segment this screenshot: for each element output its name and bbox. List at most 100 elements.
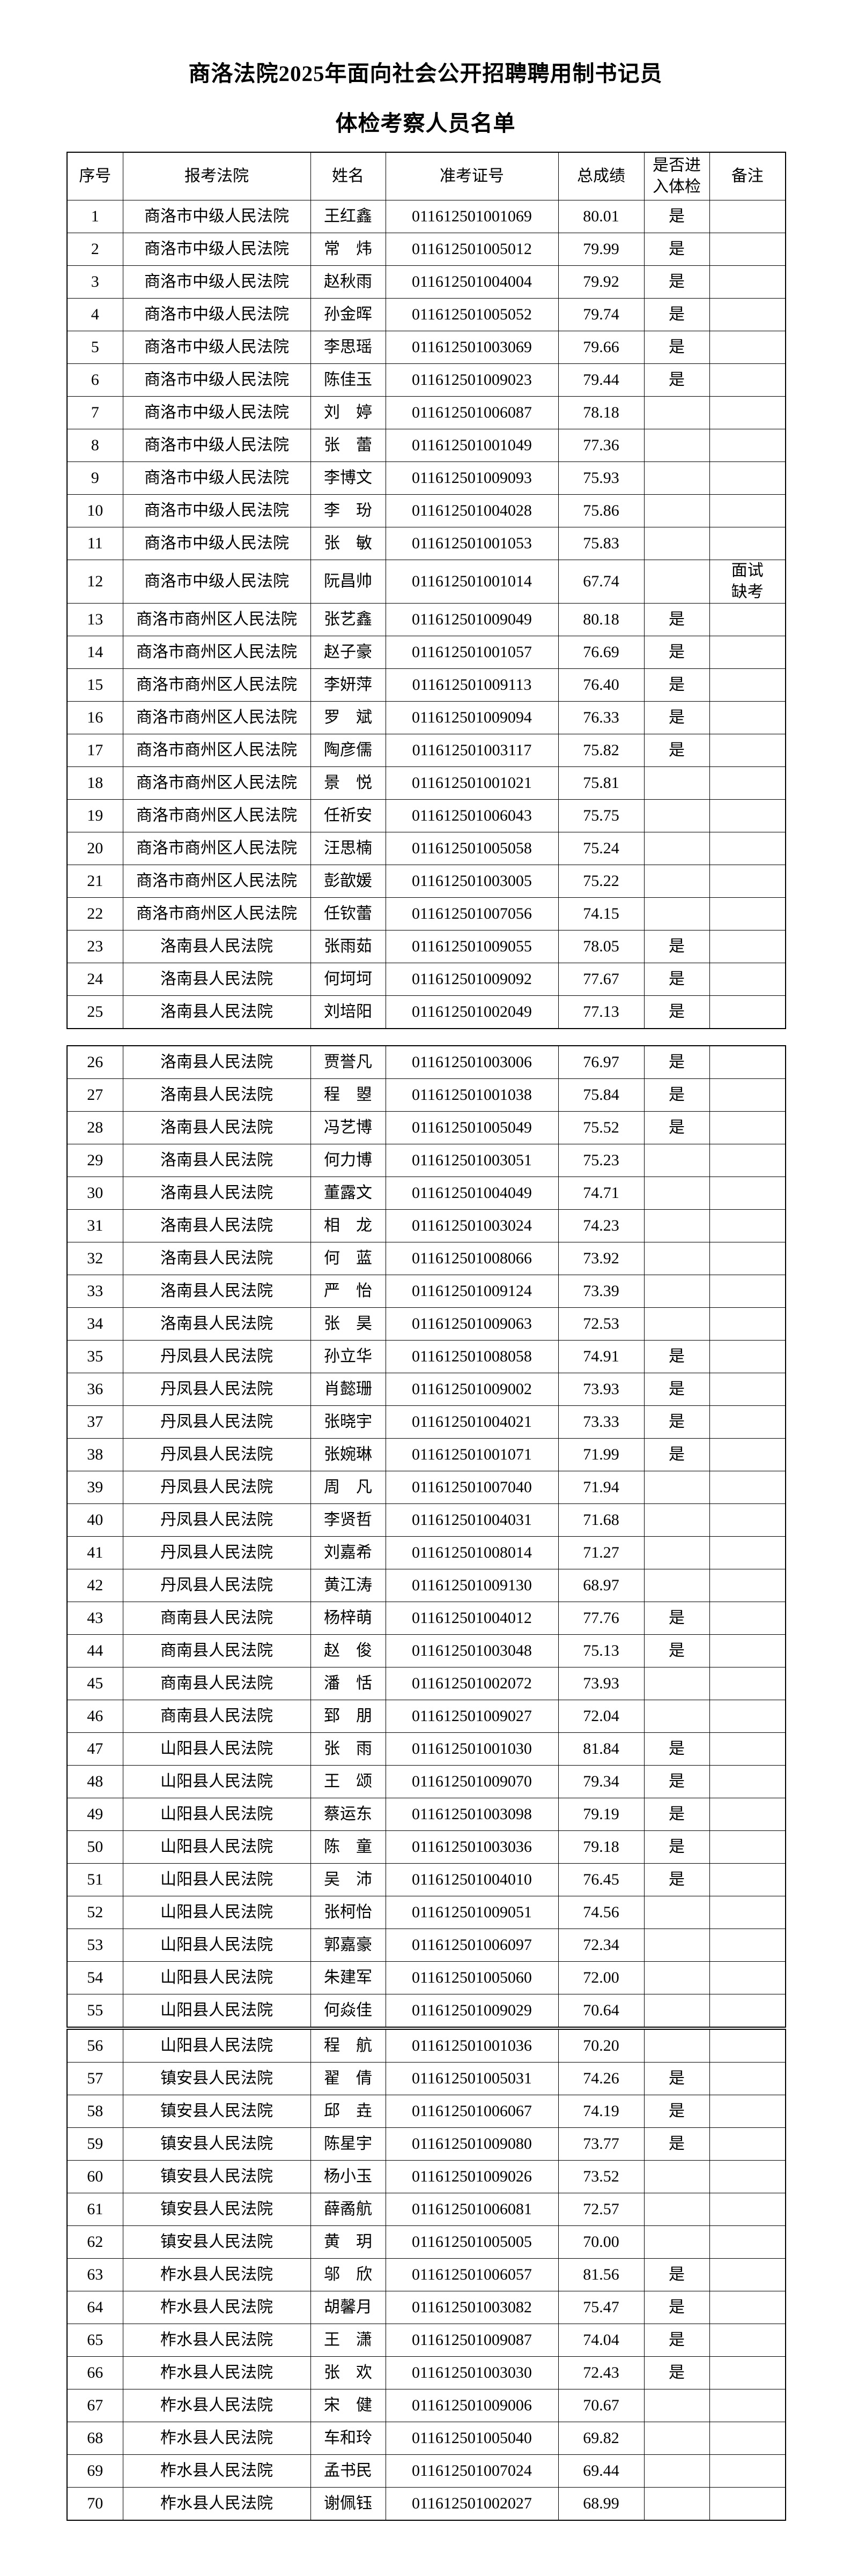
cell-remark: [709, 265, 786, 299]
cell-name: 何力博: [310, 1144, 386, 1177]
cell-score: 79.99: [558, 233, 645, 266]
cell-enter-exam: [643, 461, 710, 495]
cell-enter-exam: [643, 832, 710, 865]
cell-exam-id: 011612501001057: [385, 636, 559, 669]
cell-remark: [709, 1602, 786, 1635]
cell-score: 74.19: [558, 2095, 645, 2128]
table-row: 35 丹凤县人民法院 孙立华 011612501008058 74.91 是: [66, 1340, 786, 1373]
cell-score: 68.97: [558, 1569, 645, 1602]
cell-score: 75.22: [558, 865, 645, 898]
table-row: 30 洛南县人民法院 董露文 011612501004049 74.71: [66, 1177, 786, 1210]
cell-name: 蔡运东: [310, 1798, 386, 1831]
table-row: 56 山阳县人民法院程 航 011612501001036 70.20: [66, 2029, 786, 2063]
cell-exam-id: 011612501005031: [385, 2062, 559, 2095]
cell-index: 16: [66, 701, 123, 734]
cell-remark: [709, 2422, 786, 2455]
cell-remark: 面试 缺考: [709, 560, 786, 604]
cell-court: 洛南县人民法院: [122, 1045, 311, 1079]
table-row: 58 镇安县人民法院邱 垚 011612501006067 74.19 是: [66, 2095, 786, 2128]
cell-name: 李贤哲: [310, 1503, 386, 1537]
cell-court: 洛南县人民法院: [122, 995, 311, 1029]
table-row: 33 洛南县人民法院严 怡 011612501009124 73.39: [66, 1275, 786, 1308]
cell-enter-exam: 是: [643, 636, 710, 669]
cell-score: 69.82: [558, 2422, 645, 2455]
cell-remark: [709, 2324, 786, 2357]
cell-enter-exam: 是: [643, 200, 710, 233]
cell-court: 商洛市中级人民法院: [122, 331, 311, 364]
cell-name: 吴 沛: [310, 1863, 386, 1896]
cell-score: 76.40: [558, 668, 645, 702]
cell-exam-id: 011612501008014: [385, 1536, 559, 1569]
cell-name: 周 凡: [310, 1471, 386, 1504]
cell-name: 赵子豪: [310, 636, 386, 669]
table-row: 14 商洛市商州区人民法院 赵子豪 011612501001057 76.69 是: [66, 636, 786, 669]
cell-enter-exam: [643, 2160, 710, 2193]
cell-exam-id: 011612501004031: [385, 1503, 559, 1537]
cell-remark: [709, 897, 786, 930]
table-row: 66 柞水县人民法院张 欢 011612501003030 72.43 是: [66, 2356, 786, 2389]
cell-remark: [709, 2225, 786, 2259]
table-row: 48 山阳县人民法院王 颂 011612501009070 79.34 是: [66, 1765, 786, 1798]
cell-score: 72.00: [558, 1961, 645, 1994]
cell-score: 72.57: [558, 2193, 645, 2226]
cell-exam-id: 011612501001030: [385, 1732, 559, 1766]
cell-score: 75.52: [558, 1111, 645, 1144]
cell-exam-id: 011612501004028: [385, 494, 559, 527]
table-row: 54 山阳县人民法院 朱建军 011612501005060 72.00: [66, 1961, 786, 1994]
cell-enter-exam: [643, 865, 710, 898]
cell-court: 柞水县人民法院: [122, 2422, 311, 2455]
cell-enter-exam: 是: [643, 668, 710, 702]
cell-court: 洛南县人民法院: [122, 1078, 311, 1112]
cell-exam-id: 011612501005040: [385, 2422, 559, 2455]
cell-remark: [709, 331, 786, 364]
cell-remark: [709, 1732, 786, 1766]
table-row: 41 丹凤县人民法院 刘嘉希 011612501008014 71.27: [66, 1536, 786, 1569]
cell-enter-exam: [643, 1209, 710, 1242]
cell-name: 张晓宇: [310, 1405, 386, 1439]
table-row: 17 商洛市商州区人民法院 陶彦儒 011612501003117 75.82 是: [66, 734, 786, 767]
cell-court: 洛南县人民法院: [122, 1275, 311, 1308]
cell-index: 26: [66, 1045, 123, 1079]
header-name: 姓名: [310, 152, 386, 200]
cell-remark: [709, 2127, 786, 2161]
cell-court: 洛南县人民法院: [122, 1242, 311, 1275]
cell-score: 75.93: [558, 461, 645, 495]
cell-exam-id: 011612501001038: [385, 1078, 559, 1112]
table-row: 24 洛南县人民法院 何坷坷 011612501009092 77.67 是: [66, 963, 786, 996]
cell-score: 79.66: [558, 331, 645, 364]
roster-table-segment-3: 56 山阳县人民法院程 航 011612501001036 70.20 57 镇安县人民法…: [66, 2029, 786, 2521]
cell-court: 商洛市中级人民法院: [122, 396, 311, 429]
cell-exam-id: 011612501003069: [385, 331, 559, 364]
cell-score: 73.39: [558, 1275, 645, 1308]
cell-enter-exam: [643, 2454, 710, 2488]
cell-index: 7: [66, 396, 123, 429]
cell-enter-exam: [643, 1242, 710, 1275]
cell-name: 谢佩钰: [310, 2487, 386, 2521]
cell-enter-exam: [643, 494, 710, 527]
table-row: 46 商南县人民法院郅 朋 011612501009027 72.04: [66, 1700, 786, 1733]
cell-enter-exam: [643, 429, 710, 462]
cell-remark: [709, 636, 786, 669]
cell-name: 罗 斌: [310, 701, 386, 734]
cell-exam-id: 011612501009130: [385, 1569, 559, 1602]
cell-name: 程 曌: [310, 1078, 386, 1112]
cell-court: 洛南县人民法院: [122, 1307, 311, 1341]
cell-name: 任祈安: [310, 799, 386, 832]
cell-enter-exam: 是: [643, 2095, 710, 2128]
table-row: 47 山阳县人民法院张 雨 011612501001030 81.84 是: [66, 1732, 786, 1766]
cell-score: 77.76: [558, 1602, 645, 1635]
table-row: 51 山阳县人民法院吴 沛 011612501004010 76.45 是: [66, 1863, 786, 1896]
cell-court: 商洛市中级人民法院: [122, 200, 311, 233]
cell-exam-id: 011612501008058: [385, 1340, 559, 1373]
cell-score: 75.23: [558, 1144, 645, 1177]
cell-remark: [709, 429, 786, 462]
cell-name: 黄 玥: [310, 2225, 386, 2259]
cell-enter-exam: [643, 396, 710, 429]
cell-name: 李博文: [310, 461, 386, 495]
cell-court: 商南县人民法院: [122, 1667, 311, 1700]
cell-enter-exam: [643, 1503, 710, 1537]
cell-exam-id: 011612501009080: [385, 2127, 559, 2161]
cell-index: 65: [66, 2324, 123, 2357]
cell-enter-exam: 是: [643, 2062, 710, 2095]
cell-name: 董露文: [310, 1177, 386, 1210]
